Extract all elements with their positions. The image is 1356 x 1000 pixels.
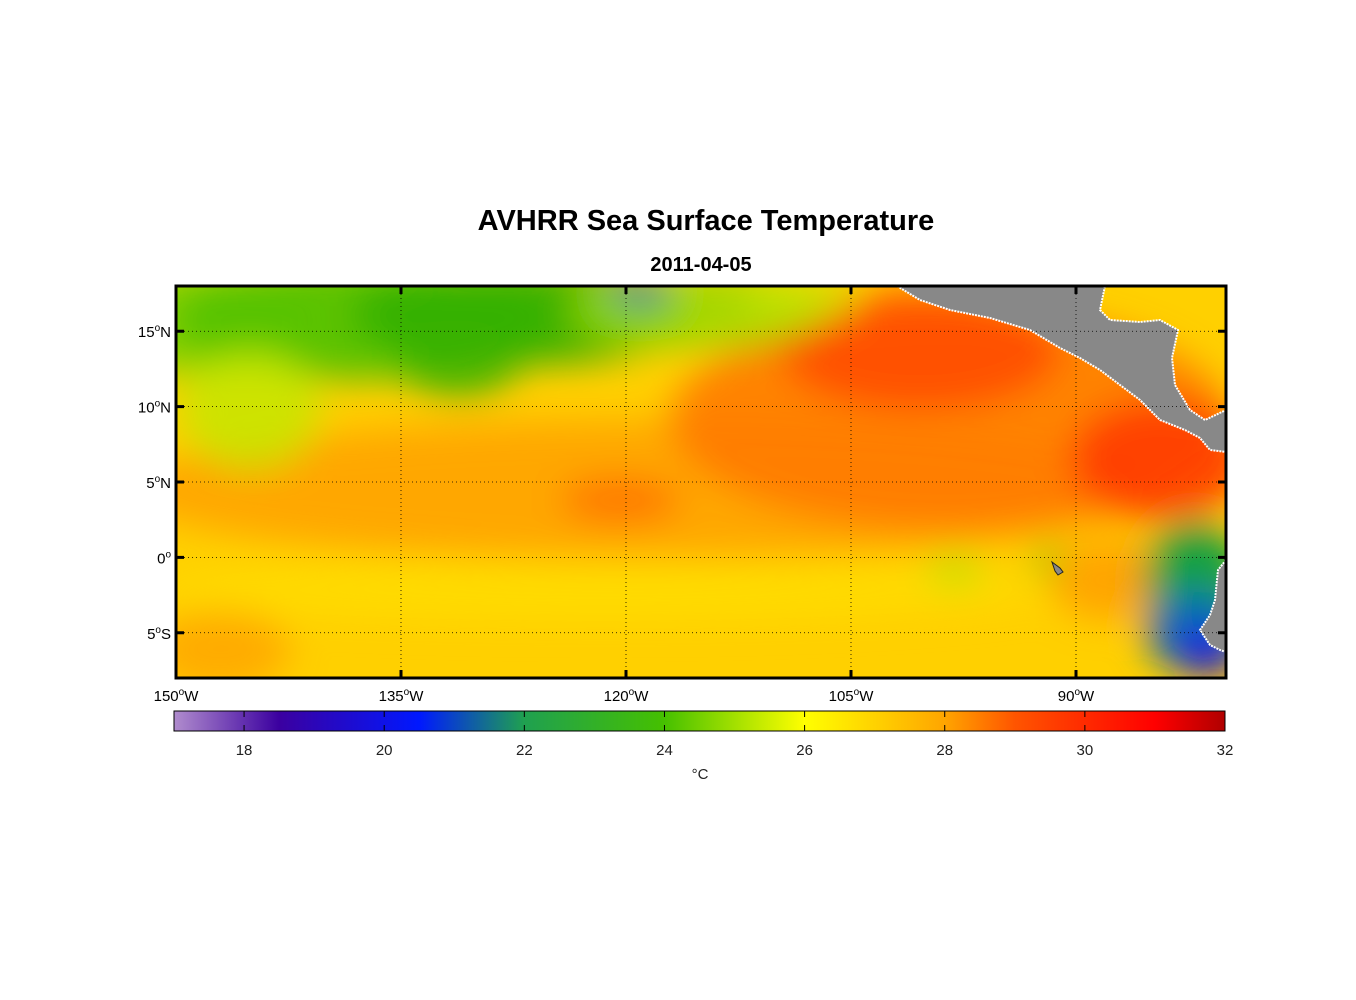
colorbar-tick-label: 20 [376,742,393,759]
south-america-land [1198,558,1226,654]
colorbar-tick-label: 30 [1077,742,1094,759]
lon-tick-label: 150oW [154,687,200,705]
lon-tick-label: 105oW [829,687,875,705]
lon-tick-label: 90oW [1058,687,1095,705]
colorbar-tick-label: 28 [936,742,953,759]
lat-tick-label: 5oS [147,625,171,643]
colorbar-units: °C [692,766,709,783]
colorbar-tick-label: 24 [656,742,673,759]
lat-tick-label: 15oN [138,323,171,341]
colorbar-tick-label: 32 [1217,742,1234,759]
graticule [176,286,1226,678]
lon-tick-label: 120oW [604,687,650,705]
colorbar-tick-label: 26 [796,742,813,759]
land [895,286,1226,654]
colorbar-tick-label: 18 [236,742,253,759]
central-america-land [895,286,1226,454]
galapagos-island [1051,560,1064,576]
sst-field [176,286,1226,678]
colorbar: 18 20 22 24 26 28 30 32 °C [173,710,1234,783]
colorbar-gradient [173,710,1226,732]
lat-tick-label: 5oN [146,474,171,492]
colorbar-tick-label: 22 [516,742,533,759]
lat-tick-label: 10oN [138,399,171,417]
lat-tick-label: 0o [157,549,171,567]
map-title: AVHRR Sea Surface Temperature [477,205,935,237]
lon-tick-label: 135oW [379,687,425,705]
map-subtitle: 2011-04-05 [650,254,752,276]
map-axes: 150oW 135oW 120oW 105oW 90oW 15oN 10oN 5oN 0o 5oS [138,286,1226,705]
